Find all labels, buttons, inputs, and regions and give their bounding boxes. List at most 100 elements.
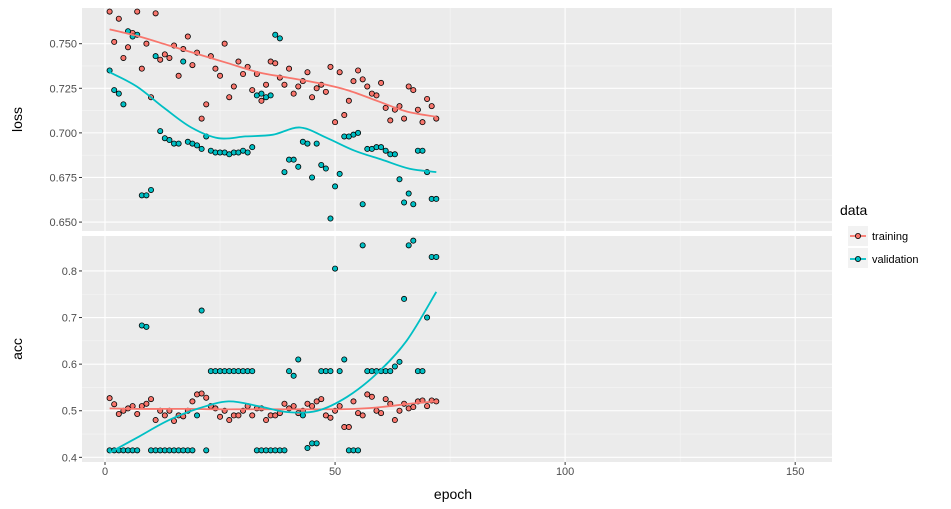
data-point-validation [419, 147, 426, 154]
data-point-training [424, 403, 431, 410]
data-point-training [405, 83, 412, 90]
y-tick-label: 0.750 [49, 39, 77, 51]
data-point-training [410, 87, 417, 94]
data-point-validation [410, 201, 417, 208]
x-tick-label: 150 [786, 466, 804, 478]
data-point-training [378, 79, 385, 86]
data-point-validation [189, 447, 196, 454]
data-point-training [304, 400, 311, 407]
data-point-training [410, 404, 417, 411]
panel-acc: 0.4 0.5 0.6 0.7 0.8 acc [9, 236, 832, 464]
data-point-validation [336, 368, 343, 375]
data-point-validation [341, 356, 348, 363]
data-point-training [189, 398, 196, 405]
data-point-validation [120, 101, 127, 108]
data-point-training [152, 10, 159, 17]
data-point-validation [359, 242, 366, 249]
data-point-training [359, 412, 366, 419]
data-point-validation [152, 53, 159, 60]
data-point-training [263, 417, 270, 424]
data-point-training [364, 391, 371, 398]
legend-key-point-training [855, 232, 862, 239]
data-point-training [134, 8, 141, 15]
data-point-validation [318, 161, 325, 168]
data-point-validation [309, 174, 316, 181]
data-point-validation [405, 242, 412, 249]
data-point-validation [258, 90, 265, 97]
data-point-training [368, 393, 375, 400]
data-point-training [309, 403, 316, 410]
data-point-training [281, 81, 288, 88]
data-point-validation [396, 176, 403, 183]
data-point-training [350, 398, 357, 405]
data-point-training [345, 424, 352, 431]
data-point-training [428, 103, 435, 110]
data-point-training [115, 15, 122, 22]
data-point-training [134, 411, 141, 418]
data-point-validation [272, 31, 279, 38]
data-point-validation [359, 201, 366, 208]
data-point-training [313, 398, 320, 405]
data-point-validation [295, 163, 302, 170]
data-point-validation [382, 147, 389, 154]
data-point-training [221, 40, 228, 47]
data-point-training [161, 412, 168, 419]
data-point-training [391, 417, 398, 424]
y-axis-title-loss: loss [9, 107, 25, 132]
data-point-validation [355, 129, 362, 136]
data-point-validation [148, 186, 155, 193]
panel-loss: 0.650 0.675 0.700 0.725 0.750 loss [9, 8, 832, 231]
x-tick-label: 0 [102, 466, 108, 478]
data-point-training [157, 56, 164, 63]
data-point-training [148, 396, 155, 403]
data-point-training [322, 88, 329, 95]
data-point-validation [410, 237, 417, 244]
series-training-loss [106, 8, 440, 126]
y-tick-label: 0.8 [62, 266, 77, 278]
data-point-validation [378, 144, 385, 151]
data-point-validation [111, 87, 118, 94]
data-point-validation [355, 447, 362, 454]
data-point-validation [198, 307, 205, 314]
data-point-training [401, 115, 408, 122]
data-point-training [203, 394, 210, 401]
data-point-training [235, 58, 242, 65]
data-point-training [138, 65, 145, 72]
data-point-validation [115, 90, 122, 97]
x-tick-label: 100 [556, 466, 574, 478]
data-point-training [272, 60, 279, 67]
data-point-training [290, 403, 297, 410]
data-point-training [258, 97, 265, 104]
data-point-training [318, 396, 325, 403]
data-point-validation [134, 447, 141, 454]
legend-title: data [840, 202, 867, 218]
data-point-training [304, 69, 311, 76]
data-point-training [364, 83, 371, 90]
data-point-training [419, 119, 426, 126]
y-axis-title-acc: acc [9, 338, 25, 360]
legend-label-training: training [872, 231, 908, 243]
data-point-validation [295, 356, 302, 363]
legend-key-training: training [848, 226, 908, 246]
data-point-validation [290, 372, 297, 379]
data-point-validation [322, 165, 329, 172]
data-point-validation [433, 253, 440, 260]
data-point-validation [198, 145, 205, 152]
data-point-validation [313, 140, 320, 147]
data-point-validation [194, 412, 201, 419]
data-point-training [322, 412, 329, 419]
data-point-training [387, 117, 394, 124]
data-point-training [226, 94, 233, 101]
data-point-training [263, 81, 270, 88]
data-point-training [111, 401, 118, 408]
data-point-training [161, 51, 168, 58]
data-point-validation [391, 151, 398, 158]
data-point-validation [276, 35, 283, 42]
data-point-training [378, 410, 385, 417]
data-point-training [382, 104, 389, 111]
data-point-validation [396, 358, 403, 365]
data-point-training [111, 38, 118, 45]
data-point-validation [143, 323, 150, 330]
data-point-training [309, 94, 316, 101]
data-point-training [143, 40, 150, 47]
